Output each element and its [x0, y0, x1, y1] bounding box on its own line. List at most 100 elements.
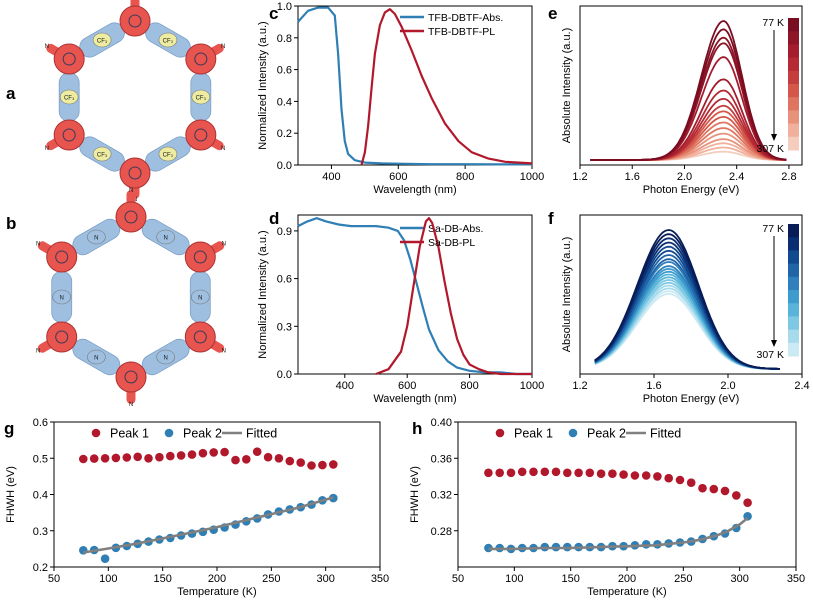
- x-tick-label: 800: [460, 380, 478, 392]
- temperature-arrowhead: [771, 340, 777, 347]
- linker-label: CF₃: [97, 39, 108, 45]
- data-point-peak-1: [732, 491, 741, 500]
- x-tick-label: 800: [456, 171, 474, 183]
- x-tick-label: 1.2: [572, 380, 587, 392]
- panel-label-h: h: [412, 419, 422, 438]
- data-point-peak-1: [187, 450, 197, 459]
- y-tick-label: 0.5: [33, 453, 48, 465]
- n-atom-label: N: [45, 44, 49, 50]
- node-core: [193, 330, 207, 344]
- data-point-peak-1: [596, 469, 606, 479]
- spectrum-curve: [590, 20, 787, 161]
- colorbar-segment: [788, 342, 799, 357]
- legend-label: TFB-DBTF-Abs.: [428, 12, 503, 24]
- data-point-peak-1: [641, 471, 651, 480]
- y-tick-label: 0.28: [431, 526, 452, 538]
- data-point-peak-1: [563, 468, 572, 478]
- n-atom-label: N: [221, 44, 225, 50]
- data-point-peak-1: [506, 468, 516, 478]
- x-tick-label: 350: [371, 573, 389, 585]
- y-tick-label: 0.8: [277, 33, 292, 45]
- y-axis-label: Absolute Intensity (a.u.): [561, 237, 573, 353]
- linker-group: [156, 229, 175, 245]
- colorbar-segment: [788, 316, 799, 331]
- x-tick-label: 1.6: [625, 171, 640, 183]
- colorbar-bottom-label: 307 K: [757, 349, 784, 361]
- linker-label: N: [163, 236, 167, 242]
- x-tick-label: 300: [316, 573, 334, 585]
- x-tick-label: 250: [674, 573, 692, 585]
- y-tick-label: 0.4: [277, 96, 292, 108]
- n-atom-label: N: [222, 349, 226, 355]
- colorbar-segment: [788, 57, 799, 72]
- linker-group: [92, 32, 112, 48]
- data-point-peak-1: [529, 467, 538, 477]
- n-atom-label: N: [129, 188, 133, 194]
- data-point-peak-1: [231, 455, 240, 465]
- node-ring: [46, 241, 78, 273]
- chart-c: 400 600 800 1000 0.0 0.2 0.4 0.6 0.8 1.0 Wavelengt…: [257, 1, 544, 196]
- legend-label: Sa-DB-Abs.: [428, 223, 483, 235]
- x-tick-label: 350: [787, 573, 805, 585]
- data-point-peak-1: [166, 451, 175, 461]
- node-ring: [184, 321, 216, 353]
- data-point-peak-1: [653, 472, 662, 481]
- panel-label-f: f: [548, 209, 554, 228]
- x-tick-label: 1000: [520, 380, 544, 392]
- linker-label: N: [94, 356, 98, 362]
- data-point-peak-1: [296, 458, 306, 467]
- linker-group: [87, 349, 106, 365]
- data-point-peak-1: [540, 467, 550, 477]
- linker-group: [158, 146, 178, 162]
- data-point-peak-1: [675, 475, 685, 485]
- x-tick-label: 2.4: [729, 171, 744, 183]
- colorbar-segment: [788, 329, 799, 344]
- y-tick-label: 0.3: [33, 526, 48, 538]
- node-ring: [185, 43, 217, 75]
- data-point-peak-1: [495, 468, 505, 478]
- legend-label: TFB-DBTF-PL: [428, 26, 495, 38]
- linker-label: CF₃: [64, 96, 75, 102]
- panel-label-g: g: [4, 419, 14, 438]
- x-tick-label: 2.4: [794, 380, 809, 392]
- series-line-TFB-DBTF-PL: [360, 8, 533, 166]
- data-point-peak-1: [209, 448, 218, 457]
- colorbar-segment: [788, 110, 799, 125]
- x-tick-label: 600: [389, 171, 407, 183]
- node-core: [62, 128, 76, 142]
- legend-label: Sa-DB-PL: [428, 237, 475, 249]
- y-tick-label: 0.36: [431, 453, 452, 465]
- series-line-TFB-DBTF-Abs.: [297, 6, 532, 166]
- linker-label: N: [163, 356, 167, 362]
- colorbar-segment: [788, 97, 799, 111]
- node-core: [193, 250, 207, 264]
- y-tick-label: 0.6: [277, 65, 292, 77]
- data-point-peak-1: [111, 453, 121, 463]
- data-point-peak-1: [144, 454, 153, 463]
- legend-label: Peak 1: [514, 427, 553, 441]
- data-point-peak-1: [709, 484, 719, 494]
- colorbar-segment: [788, 44, 799, 59]
- colorbar-top-label: 77 K: [762, 17, 784, 29]
- node-core: [55, 250, 69, 264]
- colorbar-segment: [788, 136, 799, 151]
- x-tick-label: 300: [730, 573, 748, 585]
- colorbar-segment: [788, 250, 799, 265]
- x-tick-label: 150: [153, 573, 171, 585]
- panel-label-e: e: [548, 4, 557, 23]
- structure-b: N N N N N N N N N N N N: [36, 188, 226, 408]
- data-point-peak-1: [79, 454, 88, 464]
- data-point-peak-1: [574, 468, 583, 478]
- data-point-peak-1: [285, 456, 295, 466]
- data-point-peak-1: [585, 468, 595, 478]
- colorbar-bottom-label: 307 K: [757, 143, 784, 155]
- data-point-peak-1: [100, 454, 110, 463]
- y-tick-label: 0.0: [277, 160, 292, 172]
- data-point-peak-1: [133, 452, 142, 462]
- colorbar-segment: [788, 263, 799, 278]
- data-point-peak-1: [517, 467, 527, 477]
- x-tick-label: 50: [48, 573, 60, 585]
- legend-label: Fitted: [246, 427, 277, 441]
